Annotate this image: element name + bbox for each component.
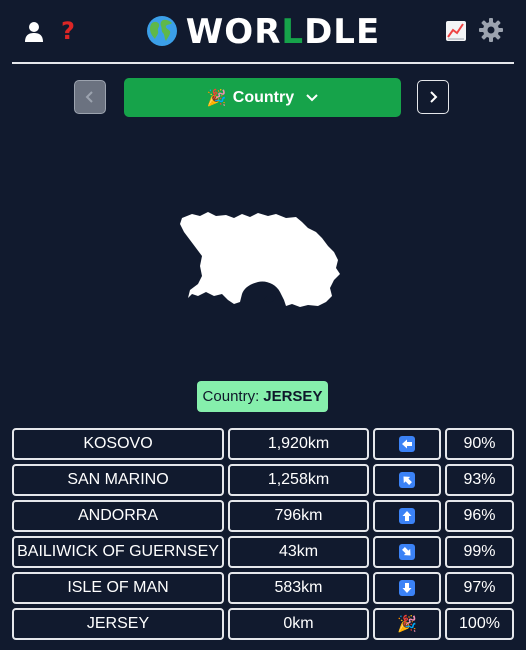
next-button[interactable] (417, 80, 449, 114)
guess-distance: 43km (228, 536, 369, 568)
question-icon: ? (61, 17, 75, 45)
settings-button[interactable] (478, 17, 504, 43)
chevron-down-icon (306, 93, 318, 101)
guess-row: JERSEY 0km 🎉 100% (12, 608, 514, 640)
guess-country: ANDORRA (12, 500, 224, 532)
guess-direction (373, 428, 441, 460)
guess-proximity: 93% (445, 464, 514, 496)
stats-button[interactable] (444, 19, 468, 43)
guess-row: ANDORRA 796km 96% (12, 500, 514, 532)
guess-direction: 🎉 (373, 608, 441, 640)
guess-proximity: 90% (445, 428, 514, 460)
mode-label: Country (232, 88, 295, 106)
arrow-left-icon (399, 436, 415, 452)
guess-row: ISLE OF MAN 583km 97% (12, 572, 514, 604)
guess-proximity: 99% (445, 536, 514, 568)
party-popper-icon: 🎉 (206, 89, 227, 107)
guess-direction (373, 536, 441, 568)
guess-distance: 796km (228, 500, 369, 532)
chevron-left-icon (85, 91, 93, 103)
chart-icon (446, 21, 466, 41)
help-button[interactable]: ? (56, 17, 80, 45)
user-button[interactable] (22, 19, 46, 45)
globe-icon (146, 16, 177, 46)
arrow-down-icon (399, 580, 415, 596)
user-icon (25, 22, 43, 42)
answer-value: JERSEY (263, 388, 323, 405)
header: ? WORLDLE (12, 0, 514, 64)
guess-country: ISLE OF MAN (12, 572, 224, 604)
app-logo: WORLDLE (12, 12, 514, 52)
answer-badge: Country: JERSEY (197, 381, 328, 412)
gear-icon (479, 18, 503, 42)
guess-proximity: 96% (445, 500, 514, 532)
previous-button[interactable] (74, 80, 106, 114)
party-popper-icon: 🎉 (397, 616, 417, 633)
game-mode-select[interactable]: 🎉 Country (124, 78, 401, 117)
logo-text-highlight: L (281, 12, 305, 52)
guess-direction (373, 464, 441, 496)
guess-country: KOSOVO (12, 428, 224, 460)
answer-prefix: Country: (202, 388, 260, 405)
logo-text-end: DLE (304, 12, 381, 52)
guess-direction (373, 500, 441, 532)
arrow-up-left-icon (399, 472, 415, 488)
guess-row: SAN MARINO 1,258km 93% (12, 464, 514, 496)
guess-list: KOSOVO 1,920km 90% SAN MARINO 1,258km 93… (12, 428, 514, 644)
guess-direction (373, 572, 441, 604)
guess-distance: 583km (228, 572, 369, 604)
arrow-up-icon (399, 508, 415, 524)
chevron-right-icon (430, 91, 438, 103)
guess-country: BAILIWICK OF GUERNSEY (12, 536, 224, 568)
guess-distance: 1,258km (228, 464, 369, 496)
guess-distance: 1,920km (228, 428, 369, 460)
guess-country: SAN MARINO (12, 464, 224, 496)
logo-text-start: WOR (185, 12, 282, 52)
guess-proximity: 100% (445, 608, 514, 640)
guess-proximity: 97% (445, 572, 514, 604)
arrow-down-right-icon (399, 544, 415, 560)
guess-distance: 0km (228, 608, 369, 640)
country-silhouette (180, 212, 340, 307)
guess-row: KOSOVO 1,920km 90% (12, 428, 514, 460)
guess-row: BAILIWICK OF GUERNSEY 43km 99% (12, 536, 514, 568)
guess-country: JERSEY (12, 608, 224, 640)
